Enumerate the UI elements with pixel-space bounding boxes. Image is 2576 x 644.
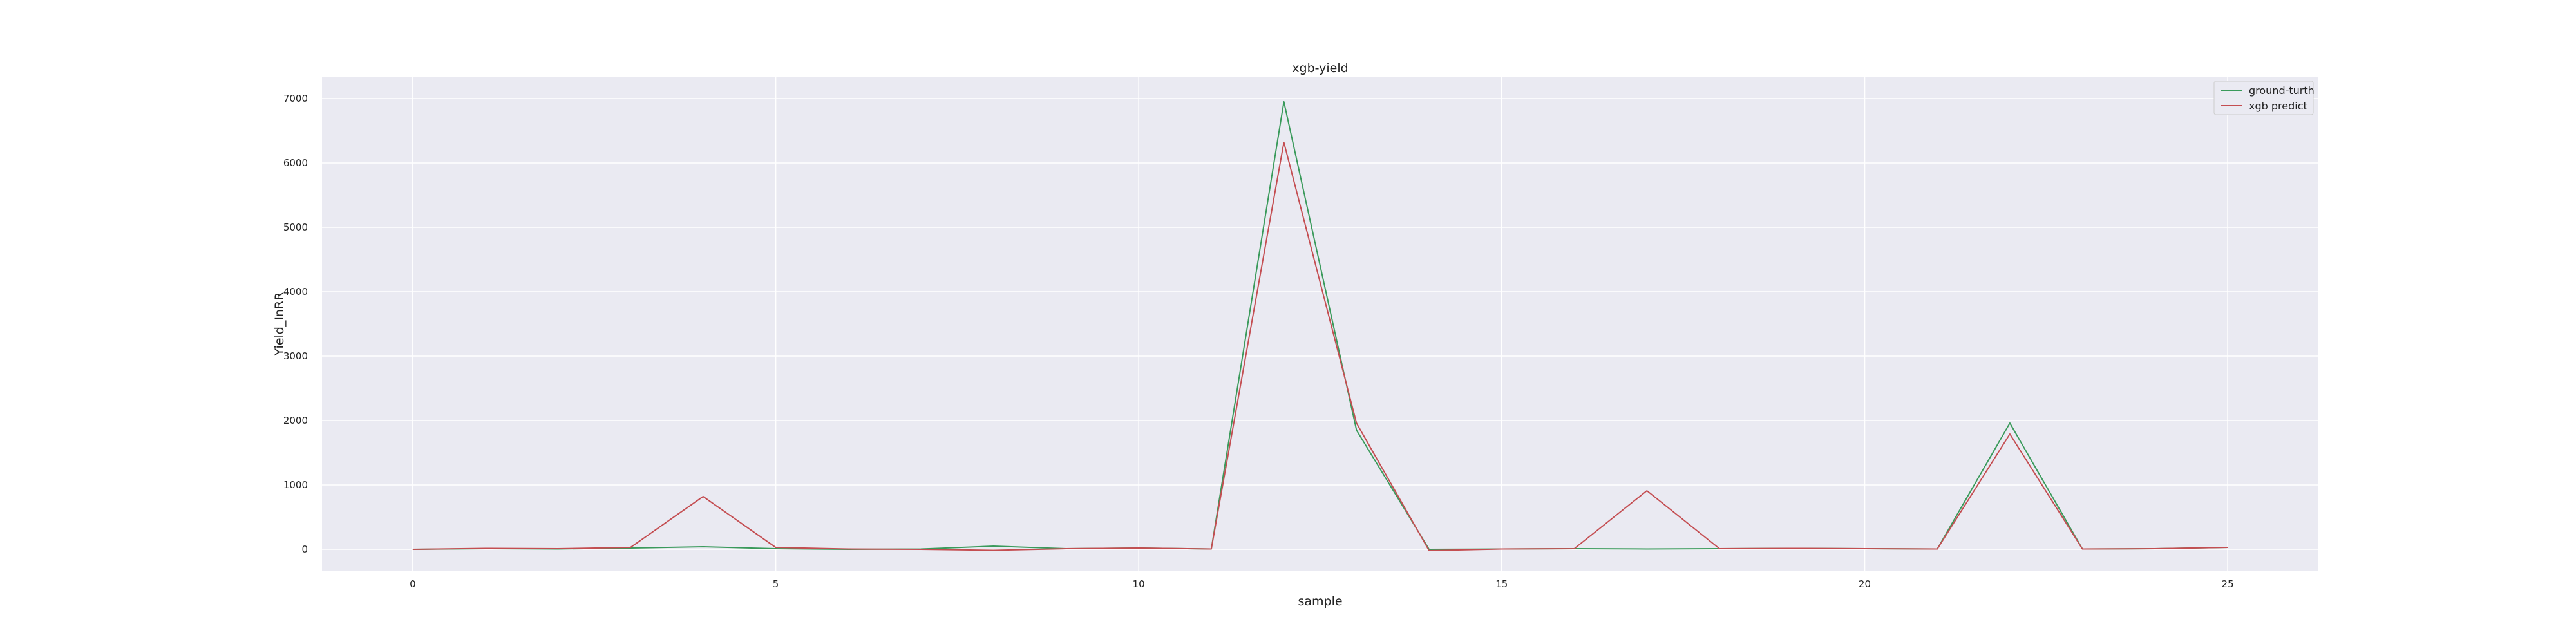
y-tick-label: 7000	[283, 93, 308, 104]
x-tick-label: 0	[410, 578, 416, 590]
y-tick-label: 0	[301, 544, 308, 555]
plot-area	[322, 77, 2318, 571]
x-tick-labels: 0 5 10 15 20 25	[410, 578, 2234, 590]
y-tick-label: 6000	[283, 157, 308, 169]
x-tick-label: 20	[1859, 578, 1871, 590]
y-gridlines	[322, 98, 2318, 550]
x-tick-label: 10	[1133, 578, 1145, 590]
y-tick-label: 2000	[283, 415, 308, 426]
legend-label-xgb-predict: xgb predict	[2249, 100, 2307, 112]
y-tick-label: 4000	[283, 286, 308, 298]
x-gridlines	[412, 77, 2228, 571]
y-tick-label: 3000	[283, 350, 308, 362]
y-tick-label: 1000	[283, 479, 308, 491]
legend-label-ground-turth: ground-turth	[2249, 84, 2315, 97]
y-tick-label: 5000	[283, 222, 308, 233]
x-tick-label: 15	[1495, 578, 1508, 590]
legend: ground-turth xgb predict	[2213, 80, 2315, 115]
chart-title: xgb-yield	[1292, 61, 1348, 75]
y-tick-labels: 0 1000 2000 3000 4000 5000 6000 7000	[283, 93, 308, 555]
series-lines	[412, 101, 2228, 551]
series-line-xgb-predict	[412, 142, 2228, 551]
x-tick-label: 5	[773, 578, 779, 590]
x-axis-label: sample	[1298, 594, 1342, 609]
x-tick-label: 25	[2222, 578, 2234, 590]
y-axis-label: Yield_InRR	[272, 292, 287, 357]
